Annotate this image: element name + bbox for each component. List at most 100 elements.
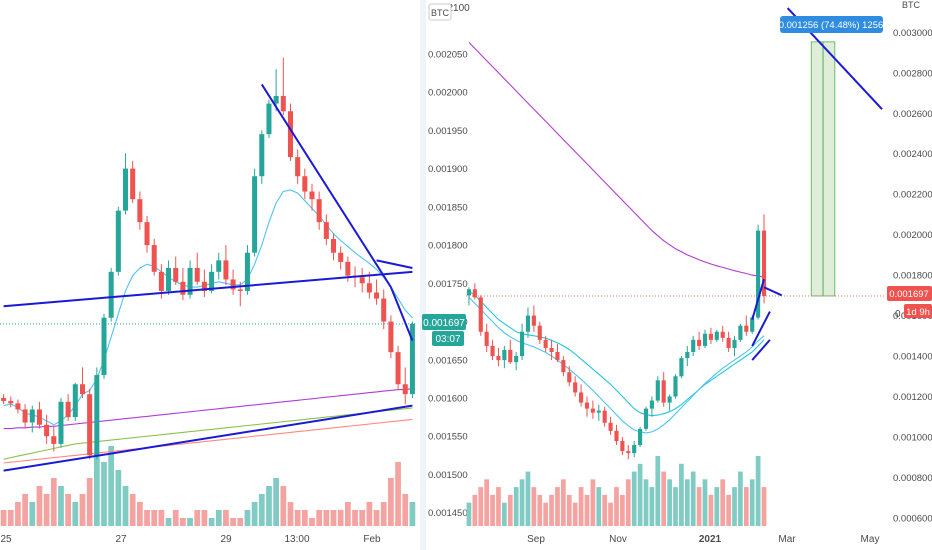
l-volume-bar xyxy=(158,510,165,526)
r-volume-bar xyxy=(490,494,495,526)
left-time-tick: 27 xyxy=(115,534,127,545)
l-volume-bar xyxy=(122,486,129,526)
r-candle-body xyxy=(502,349,507,361)
l-volume-bar xyxy=(93,454,100,526)
r-candle-body xyxy=(531,315,536,326)
r-candle-body xyxy=(561,360,566,373)
right-currency-tag: BTC xyxy=(902,0,921,10)
right-chart-panel[interactable]: 0.001256 (74.48%) 1256 xyxy=(466,7,885,526)
right-price-axis[interactable]: BTC 0.0030000.0028000.0026000.0024000.00… xyxy=(887,0,932,524)
l-candle-body xyxy=(302,176,308,192)
r-candle-body xyxy=(673,376,678,397)
r-volume-bar xyxy=(566,494,572,526)
left-price-tick: 0.001650 xyxy=(428,355,468,366)
r-volume-bar xyxy=(726,494,731,526)
left-chart-panel[interactable] xyxy=(0,57,416,526)
r-candle-body xyxy=(655,380,660,401)
l-trendline[interactable] xyxy=(260,83,392,288)
left-currency-tag-box[interactable] xyxy=(428,3,452,21)
l-trendline[interactable] xyxy=(376,259,413,269)
r-candle-body xyxy=(490,345,495,357)
r-moving-average-line xyxy=(468,297,765,434)
r-volume-bar xyxy=(608,502,613,526)
r-volume-bar xyxy=(502,502,507,526)
r-volume-bar xyxy=(572,502,578,526)
l-volume-bar xyxy=(395,462,401,526)
r-candle-body xyxy=(708,333,713,340)
r-trendline[interactable] xyxy=(751,278,765,320)
right-price-tick: 0.003000 xyxy=(893,28,932,39)
r-candle-body xyxy=(761,230,767,296)
l-candle-body xyxy=(79,384,85,395)
l-volume-bar xyxy=(29,502,36,526)
l-volume-bar xyxy=(58,486,64,526)
l-candle-body xyxy=(309,191,315,200)
l-volume-bar xyxy=(194,510,201,526)
right-time-axis[interactable]: Sep Nov 2021 Mar May xyxy=(527,534,879,545)
l-volume-bar xyxy=(79,494,86,526)
r-candle-body xyxy=(750,317,755,332)
l-candle-body xyxy=(8,401,14,404)
l-trendline[interactable] xyxy=(3,404,413,472)
r-candle-body xyxy=(555,351,560,361)
l-candle-body xyxy=(323,222,329,239)
left-price-axis[interactable]: 0.002100 BTC 0.0020500.0020000.0019500.0… xyxy=(422,3,470,519)
r-volume-bar xyxy=(537,494,543,526)
l-candle-body xyxy=(252,176,258,253)
l-candle-body xyxy=(381,298,387,322)
left-candles xyxy=(1,57,415,460)
l-volume-bar xyxy=(136,502,143,526)
r-volume-bar xyxy=(620,494,625,526)
right-price-badge-label: 0.001697 xyxy=(889,289,929,300)
r-volume-bar xyxy=(507,494,513,526)
r-candle-body xyxy=(744,325,749,332)
r-candle-body xyxy=(537,325,542,340)
r-candle-body xyxy=(620,441,625,452)
l-candle-body xyxy=(216,260,222,272)
left-time-axis[interactable]: 25 27 29 13:00 Feb xyxy=(0,534,381,545)
l-candle-body xyxy=(402,384,408,395)
left-countdown-badge xyxy=(432,331,464,346)
r-candle-body xyxy=(632,445,637,454)
l-moving-average-line xyxy=(3,388,413,430)
l-volume-bar xyxy=(72,502,79,526)
l-volume-bar xyxy=(337,510,344,526)
right-trendlines[interactable] xyxy=(751,7,883,361)
l-candle-body xyxy=(29,409,35,423)
l-volume-bar xyxy=(223,510,229,526)
l-volume-bar xyxy=(316,510,323,526)
l-candle-body xyxy=(144,222,150,246)
l-volume-bar xyxy=(366,502,373,526)
r-candle-body xyxy=(714,331,719,340)
r-candle-body xyxy=(496,356,501,361)
r-volume-bar xyxy=(714,487,720,526)
l-trendline[interactable] xyxy=(389,286,414,342)
r-candle-body xyxy=(608,422,613,431)
r-volume-bar xyxy=(519,479,525,526)
l-volume-bar xyxy=(294,510,301,526)
r-candle-body xyxy=(667,396,672,403)
r-trendline[interactable] xyxy=(751,311,771,347)
l-candle-body xyxy=(87,394,93,456)
l-candle-body xyxy=(15,403,21,410)
l-candle-body xyxy=(359,277,365,284)
r-volume-bar xyxy=(590,479,596,526)
left-trendlines[interactable] xyxy=(3,83,414,472)
r-volume-bar xyxy=(643,479,649,526)
r-trendline[interactable] xyxy=(751,339,771,361)
r-volume-bar xyxy=(531,487,537,526)
left-price-tick: 0.001750 xyxy=(428,279,468,290)
panel-separator[interactable] xyxy=(420,0,426,550)
r-trendline[interactable] xyxy=(763,286,783,297)
l-trendline[interactable] xyxy=(3,270,413,308)
r-candle-body xyxy=(472,289,477,298)
right-volume-bars xyxy=(466,456,767,526)
l-volume-bar xyxy=(15,502,21,526)
l-volume-bar xyxy=(280,486,287,526)
l-volume-bar xyxy=(258,494,265,526)
right-price-tick-partial: 0.0 xyxy=(895,309,909,320)
r-volume-bar xyxy=(614,487,619,526)
l-volume-bar xyxy=(287,502,294,526)
right-moving-averages xyxy=(468,42,765,434)
